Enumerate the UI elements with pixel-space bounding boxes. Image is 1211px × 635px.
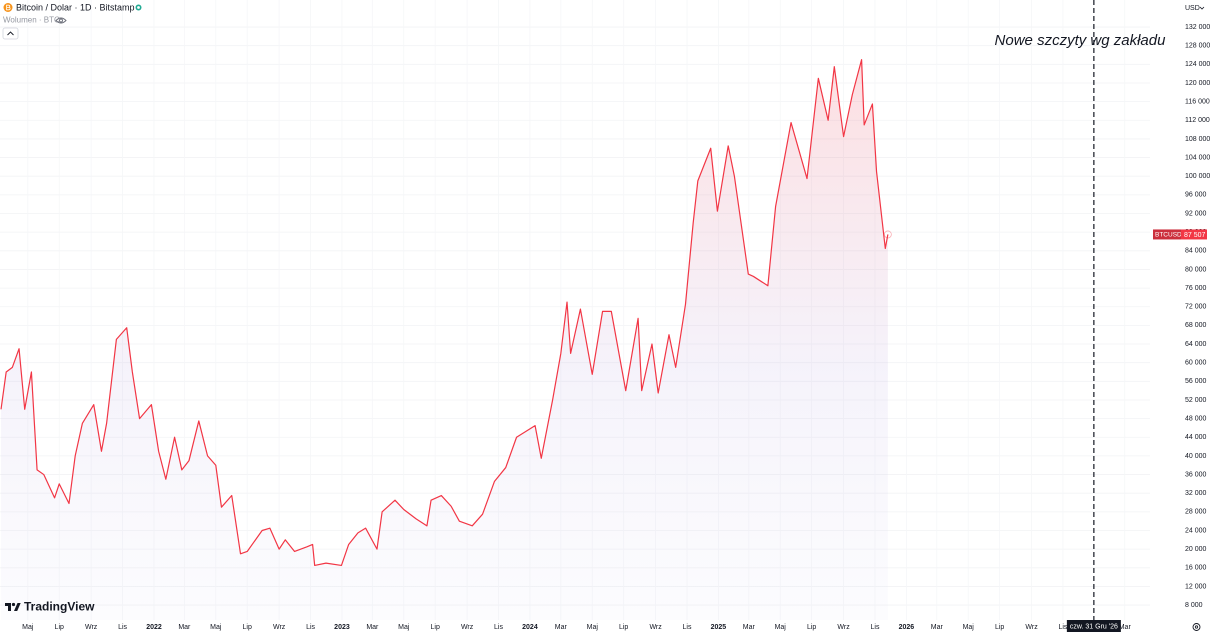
visibility-icon[interactable]	[55, 17, 67, 24]
y-tick-label: 100 000	[1185, 173, 1210, 180]
x-tick-label: 2024	[522, 624, 538, 631]
x-tick-label: Lip	[619, 624, 628, 631]
crosshair-label: czw. 31 Gru '26	[1070, 623, 1118, 630]
y-tick-label: 128 000	[1185, 43, 1210, 50]
x-tick-label: Mar	[366, 624, 379, 631]
x-tick-label: Maj	[210, 624, 222, 631]
x-tick-label: Lip	[243, 624, 252, 631]
y-tick-label: 16 000	[1185, 565, 1207, 572]
y-tick-label: 12 000	[1185, 583, 1207, 590]
x-tick-label: Maj	[963, 624, 975, 631]
crosshair-label-box	[1066, 620, 1121, 632]
y-tick-label: 96 000	[1185, 192, 1207, 199]
x-tick-label: Lip	[431, 624, 440, 631]
brand-logo[interactable]: TradingView	[5, 600, 95, 614]
y-tick-label: 112 000	[1185, 117, 1210, 124]
x-tick-label: Mar	[931, 624, 944, 631]
y-tick-label: 92 000	[1185, 210, 1207, 217]
x-tick-label: Maj	[22, 624, 34, 631]
y-tick-label: 20 000	[1185, 546, 1207, 553]
symbol-title[interactable]: Bitcoin / Dolar · 1D · Bitstamp	[16, 2, 135, 12]
y-tick-label: 120 000	[1185, 80, 1210, 87]
y-tick-label: 76 000	[1185, 285, 1207, 292]
x-tick-label: 2025	[711, 624, 727, 631]
y-tick-label: 124 000	[1185, 61, 1210, 68]
last-price-box	[1181, 229, 1207, 240]
y-tick-label: 64 000	[1185, 341, 1207, 348]
y-tick-label: 72 000	[1185, 304, 1207, 311]
x-tick-label: Lis	[1058, 624, 1067, 631]
x-tick-label: Lip	[807, 624, 816, 631]
x-tick-label: Wrz	[649, 624, 662, 631]
x-tick-label: 2022	[146, 624, 162, 631]
y-tick-label: 80 000	[1185, 266, 1207, 273]
settings-button[interactable]	[1192, 623, 1201, 631]
y-tick-label: 104 000	[1185, 154, 1210, 161]
x-tick-label: Mar	[743, 624, 756, 631]
y-tick-label: 68 000	[1185, 322, 1207, 329]
y-tick-label: 48 000	[1185, 415, 1207, 422]
market-status-dot	[137, 6, 140, 9]
price-line	[0, 59, 889, 567]
y-tick-label: 28 000	[1185, 509, 1207, 516]
x-tick-label: Maj	[587, 624, 599, 631]
volume-label[interactable]: Wolumen · BTC	[3, 16, 60, 25]
last-point	[883, 230, 892, 239]
y-tick-label: 132 000	[1185, 24, 1210, 31]
y-tick-label: 8 000	[1185, 602, 1203, 609]
symbol-label-box	[1153, 229, 1181, 240]
annotation: Nowe szczyty wg zakładu	[995, 32, 1167, 49]
y-tick-label: 60 000	[1185, 360, 1207, 367]
y-tick-label: 24 000	[1185, 527, 1207, 534]
x-tick-label: Maj	[398, 624, 410, 631]
collapse-button[interactable]	[2, 27, 19, 40]
y-tick-label: 40 000	[1185, 453, 1207, 460]
y-tick-label: 36 000	[1185, 471, 1207, 478]
y-tick-label: 56 000	[1185, 378, 1207, 385]
currency-dropdown[interactable]	[1199, 6, 1205, 10]
x-tick-label: Lis	[306, 624, 315, 631]
x-tick-label: Lip	[995, 624, 1004, 631]
y-tick-label: 116 000	[1185, 98, 1210, 105]
x-tick-label: Maj	[775, 624, 787, 631]
x-tick-label: Mar	[1119, 624, 1132, 631]
x-tick-label: 2023	[334, 624, 350, 631]
brand-name: TradingView	[24, 600, 95, 614]
x-tick-label: Wrz	[837, 624, 850, 631]
x-tick-label: Lis	[871, 624, 880, 631]
y-tick-label: 84 000	[1185, 248, 1207, 255]
currency-label[interactable]: USD	[1185, 5, 1200, 12]
area	[1, 59, 888, 620]
x-tick-label: 2026	[899, 624, 915, 631]
x-tick-label: Mar	[178, 624, 191, 631]
legend-header: Bitcoin / Dolar · 1D · Bitstamp Wolumen …	[2, 2, 142, 40]
last-price-label: 87 507	[1184, 232, 1206, 239]
x-tick-label: Wrz	[461, 624, 474, 631]
axes: 8 000 12 000 16 000 20 000 24 000 28 000 32 00…	[22, 24, 1210, 632]
x-tick-label: Lip	[55, 624, 64, 631]
symbol-label: BTCUSD	[1155, 232, 1182, 239]
y-tick-label: 32 000	[1185, 490, 1207, 497]
y-tick-label: 108 000	[1185, 136, 1210, 143]
x-tick-label: Mar	[555, 624, 568, 631]
x-tick-label: Wrz	[85, 624, 98, 631]
x-tick-label: Lis	[683, 624, 692, 631]
x-tick-label: Lis	[494, 624, 503, 631]
x-tick-label: Lis	[118, 624, 127, 631]
x-tick-label: Wrz	[273, 624, 286, 631]
x-tick-label: Wrz	[1025, 624, 1038, 631]
coin-glyph	[6, 4, 11, 11]
y-tick-label: 44 000	[1185, 434, 1207, 441]
y-tick-label: 52 000	[1185, 397, 1207, 404]
plot: Nowe szczyty wg zakładu	[0, 0, 1167, 620]
